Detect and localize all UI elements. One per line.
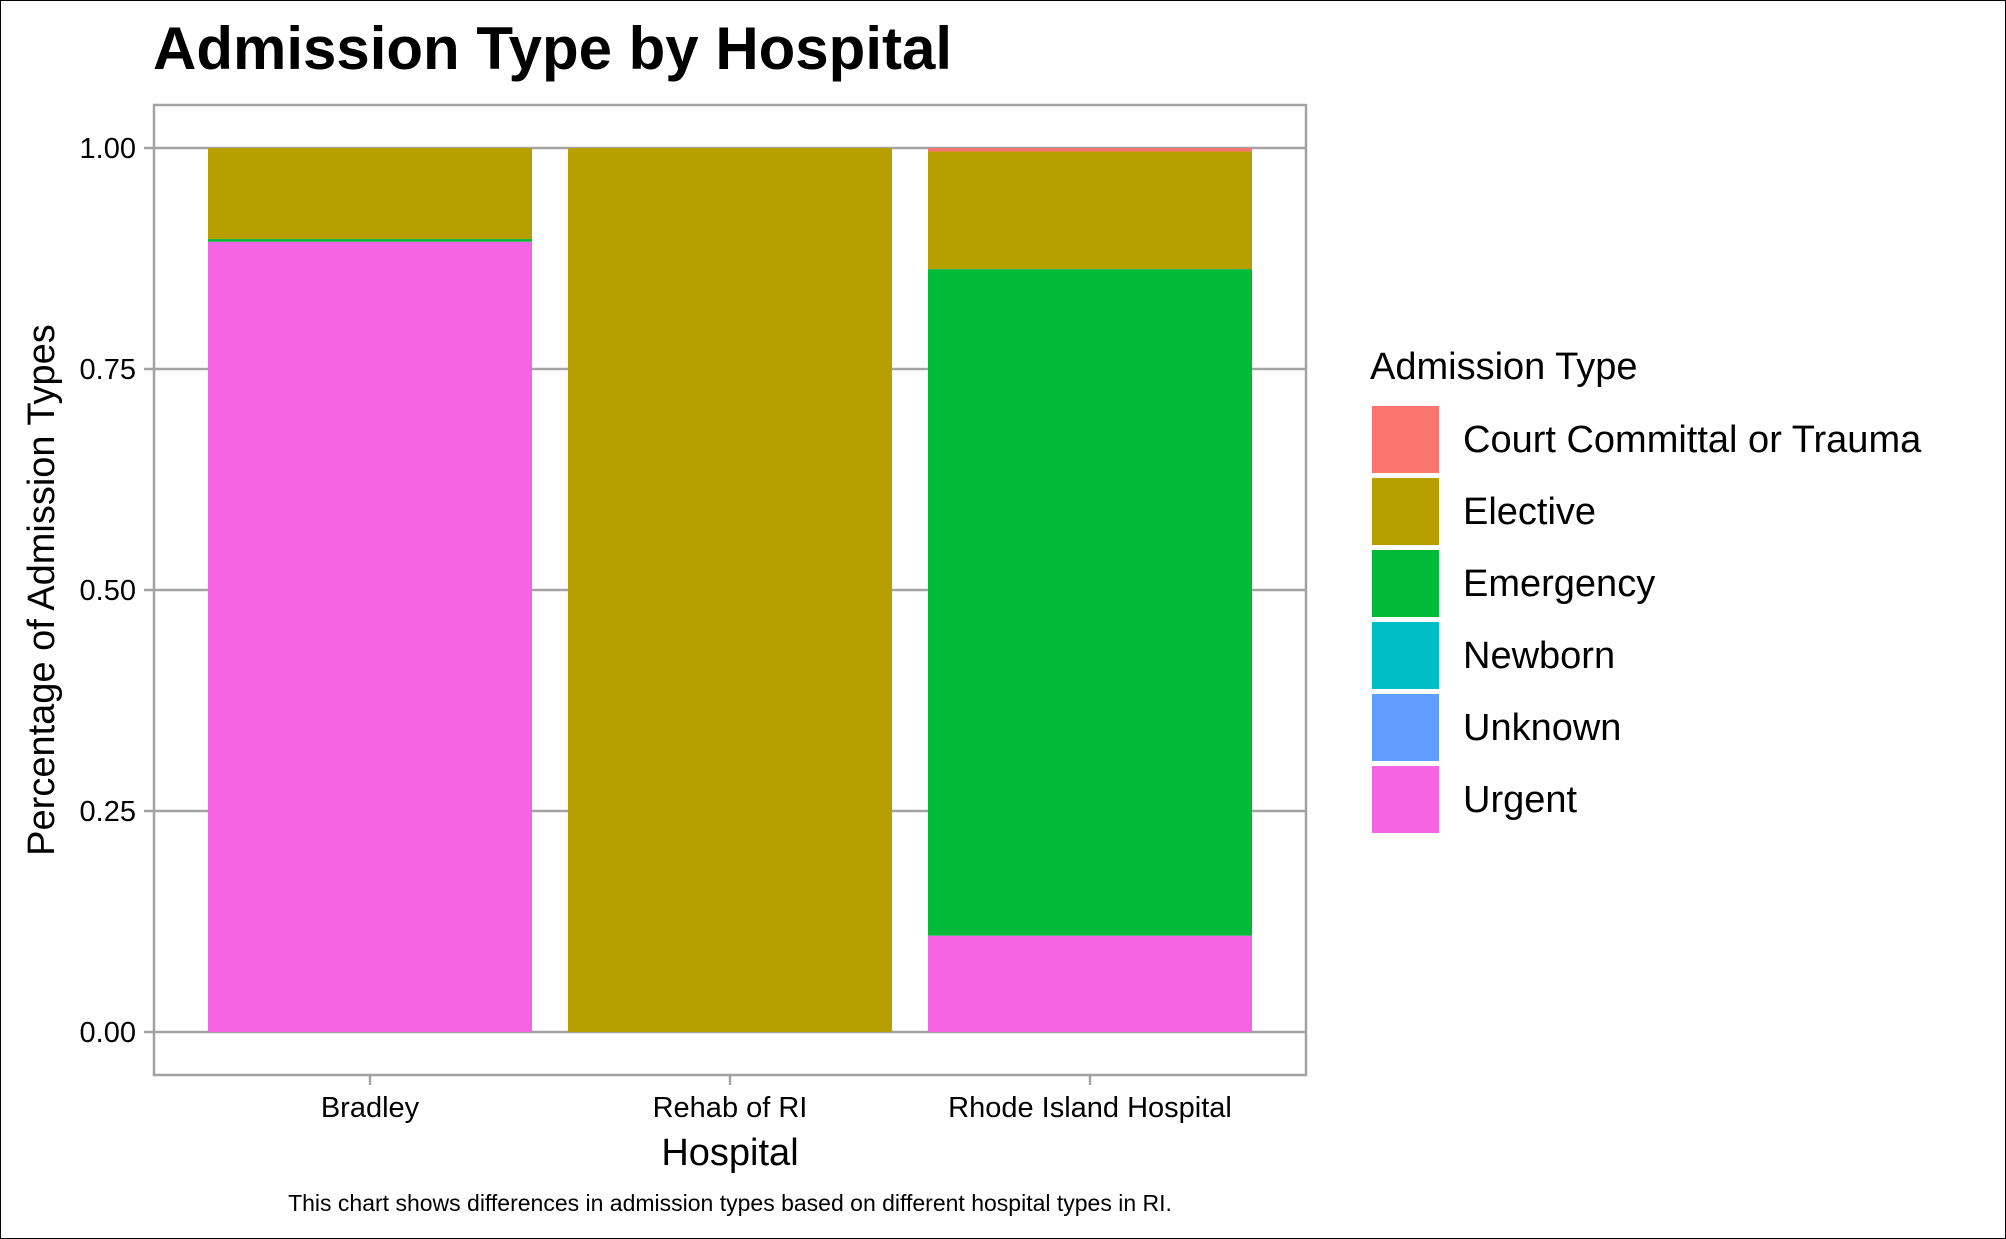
legend-label: Elective	[1463, 491, 1596, 533]
chart-title: Admission Type by Hospital	[153, 15, 952, 82]
bar-segment	[928, 935, 1252, 1032]
y-axis-title: Percentage of Admission Types	[21, 324, 63, 856]
legend-label: Urgent	[1463, 779, 1577, 821]
legend-label: Newborn	[1463, 635, 1615, 677]
bar-segment	[928, 148, 1252, 152]
legend-items: Court Committal or Trauma Elective Emergen…	[1372, 406, 1922, 833]
y-tick-label: 1.00	[80, 133, 136, 165]
bar-segment	[208, 239, 532, 242]
x-tick-label: Bradley	[321, 1092, 420, 1124]
bars	[208, 148, 1252, 1033]
legend-key	[1372, 406, 1439, 473]
y-tick-label: 0.00	[80, 1017, 136, 1049]
legend-key	[1372, 478, 1439, 545]
chart-caption: This chart shows differences in admissio…	[288, 1190, 1172, 1216]
x-axis-ticks: Bradley Rehab of RI Rhode Island Hospital	[321, 1075, 1232, 1124]
legend: Admission Type Court Committal or Trauma…	[1370, 346, 1922, 833]
bar-segment	[928, 151, 1252, 270]
x-tick-label: Rehab of RI	[653, 1092, 808, 1124]
y-tick-label: 0.25	[80, 796, 136, 828]
legend-key	[1372, 622, 1439, 689]
legend-label: Emergency	[1463, 563, 1655, 605]
legend-label: Unknown	[1463, 707, 1621, 749]
y-tick-label: 0.75	[80, 354, 136, 386]
legend-key	[1372, 550, 1439, 617]
x-axis-title: Hospital	[661, 1132, 798, 1174]
bar-segment	[208, 241, 532, 1033]
legend-label: Court Committal or Trauma	[1463, 419, 1922, 461]
y-axis-ticks: 0.00 0.25 0.50 0.75 1.00	[80, 133, 154, 1049]
bar-segment	[208, 148, 532, 240]
x-tick-label: Rhode Island Hospital	[948, 1092, 1232, 1124]
legend-title: Admission Type	[1370, 346, 1638, 388]
y-tick-label: 0.50	[80, 575, 136, 607]
bar-segment	[568, 148, 892, 1032]
bar-segment	[928, 269, 1252, 936]
legend-key	[1372, 766, 1439, 833]
legend-key	[1372, 694, 1439, 761]
